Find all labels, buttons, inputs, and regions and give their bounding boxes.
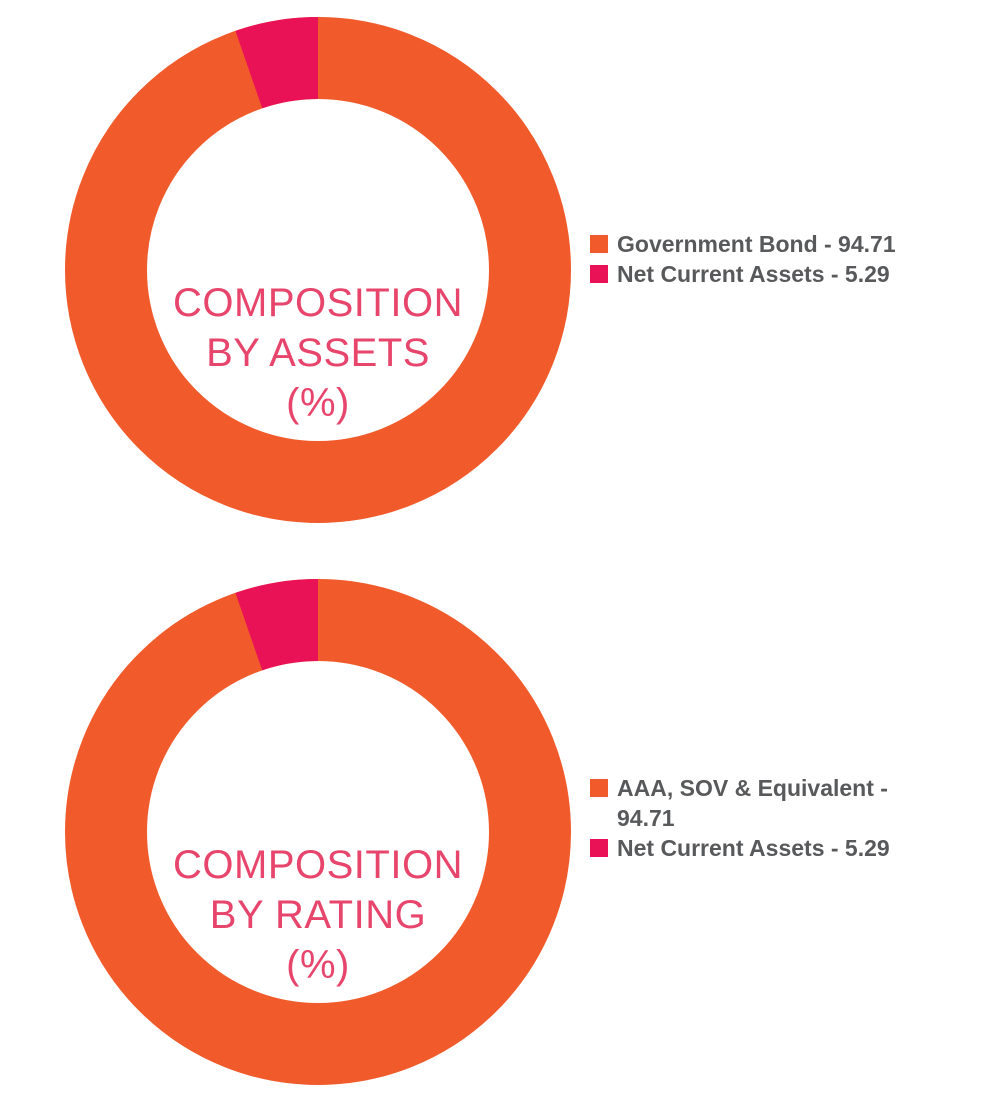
chart-title-rating: COMPOSITION BY RATING (%) <box>65 840 571 990</box>
chart-title-line-3: (%) <box>286 943 350 987</box>
legend-marker-orange-icon <box>590 779 608 797</box>
chart-title-line-2: BY RATING <box>209 893 427 937</box>
chart-title-line-2: BY ASSETS <box>206 331 430 375</box>
legend-marker-pink-icon <box>590 839 608 857</box>
legend-rating: AAA, SOV & Equivalent - 94.71 Net Curren… <box>590 773 922 863</box>
legend-label: Net Current Assets - 5.29 <box>617 261 890 287</box>
chart-title-line-1: COMPOSITION <box>173 843 463 887</box>
donut-chart-assets <box>65 17 571 523</box>
donut-chart-rating <box>65 579 571 1085</box>
legend-item-net-current-assets: Net Current Assets - 5.29 <box>590 833 922 863</box>
donut-ring-primary <box>65 17 571 523</box>
chart-title-line-3: (%) <box>286 381 350 425</box>
legend-marker-orange-icon <box>590 235 608 253</box>
chart-title-assets: COMPOSITION BY ASSETS (%) <box>65 278 571 428</box>
donut-ring-primary <box>65 579 571 1085</box>
chart-title-line-1: COMPOSITION <box>173 281 463 325</box>
legend-label: Net Current Assets - 5.29 <box>617 835 890 861</box>
legend-assets: Government Bond - 94.71 Net Current Asse… <box>590 229 922 289</box>
legend-label: Government Bond - 94.71 <box>617 231 896 257</box>
legend-item-government-bond: Government Bond - 94.71 <box>590 229 922 259</box>
legend-marker-pink-icon <box>590 265 608 283</box>
legend-item-aaa-sov-equivalent: AAA, SOV & Equivalent - 94.71 <box>590 773 922 833</box>
legend-label: AAA, SOV & Equivalent - 94.71 <box>617 775 888 831</box>
legend-item-net-current-assets: Net Current Assets - 5.29 <box>590 259 922 289</box>
